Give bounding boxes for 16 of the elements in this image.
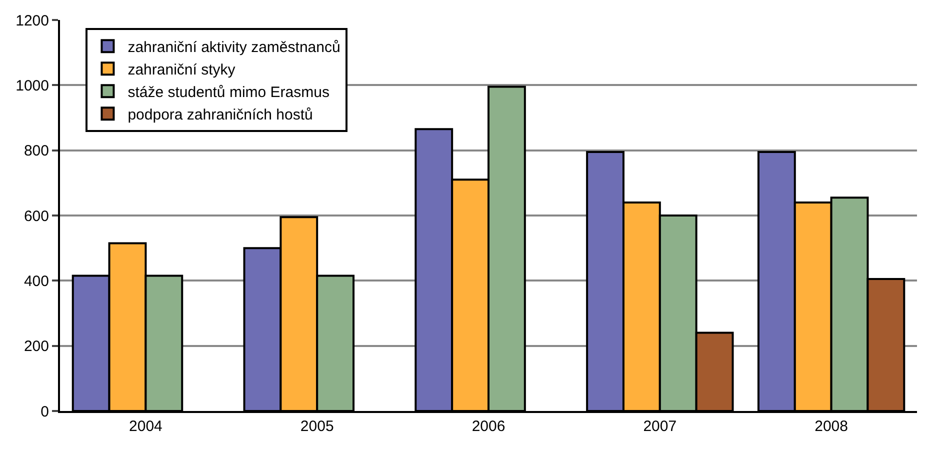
x-tick-label: 2008 <box>814 418 848 435</box>
x-tick-label: 2004 <box>129 418 162 435</box>
x-tick-label: 2007 <box>643 418 677 435</box>
y-tick-label: 800 <box>24 142 49 160</box>
y-tick-label: 200 <box>24 338 49 356</box>
y-tick-label: 600 <box>24 208 49 225</box>
legend-label: stáže studentů mimo Erasmus <box>128 84 330 101</box>
legend-label: zahraniční aktivity zaměstnanců <box>128 38 340 56</box>
x-tick-label: 2005 <box>300 418 334 435</box>
y-tick-label: 1000 <box>16 77 49 94</box>
legend-label: zahraniční styky <box>128 61 236 78</box>
y-tick-label: 1200 <box>16 12 49 30</box>
y-tick-label: 0 <box>40 403 49 420</box>
y-tick-label: 400 <box>24 272 49 290</box>
legend-label: podpora zahraničních hostů <box>128 106 313 124</box>
x-tick-label: 2006 <box>472 418 506 435</box>
